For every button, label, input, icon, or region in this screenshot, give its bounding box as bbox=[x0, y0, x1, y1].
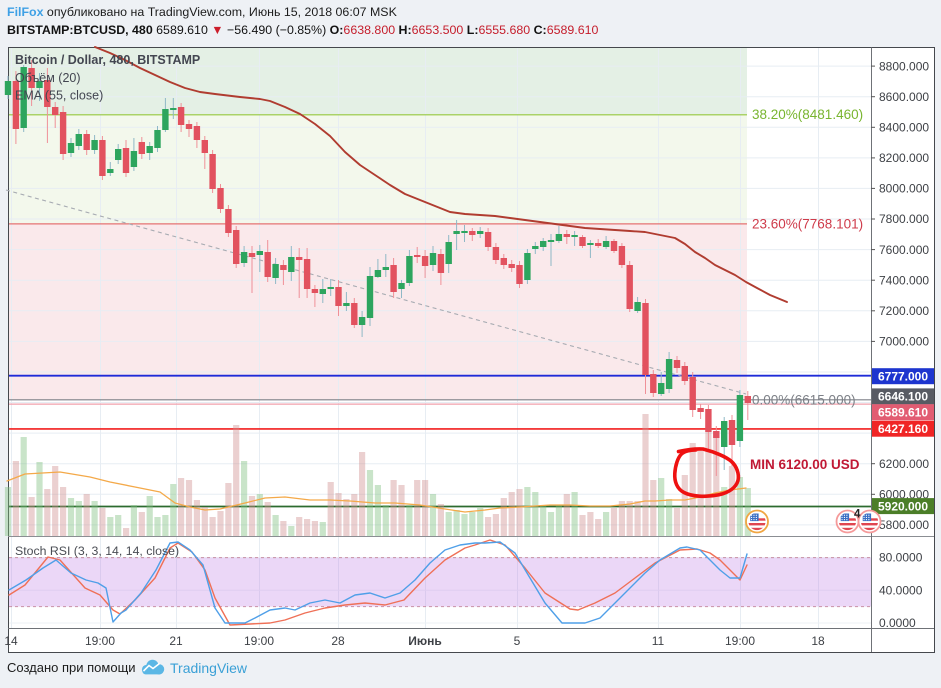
svg-text:Создано при помощи: Создано при помощи bbox=[7, 660, 136, 675]
svg-text:8800.000: 8800.000 bbox=[879, 59, 929, 73]
svg-text:38.20%(8481.460): 38.20%(8481.460) bbox=[752, 107, 863, 122]
svg-text:18: 18 bbox=[811, 634, 825, 648]
svg-text:8200.000: 8200.000 bbox=[879, 151, 929, 165]
svg-text:7200.000: 7200.000 bbox=[879, 304, 929, 318]
svg-text:19:00: 19:00 bbox=[725, 634, 755, 648]
svg-text:6646.100: 6646.100 bbox=[878, 390, 928, 404]
svg-text:7000.000: 7000.000 bbox=[879, 335, 929, 349]
svg-text:6589.610: 6589.610 bbox=[878, 405, 928, 419]
svg-text:23.60%(7768.101): 23.60%(7768.101) bbox=[752, 217, 863, 232]
svg-text:5: 5 bbox=[514, 634, 521, 648]
svg-text:19:00: 19:00 bbox=[85, 634, 115, 648]
svg-text:BITSTAMP:BTCUSD, 480 6589.610: BITSTAMP:BTCUSD, 480 6589.610 ▼ −56.490 … bbox=[7, 23, 598, 37]
svg-text:7600.000: 7600.000 bbox=[879, 243, 929, 257]
svg-text:0.00%(6615.000): 0.00%(6615.000) bbox=[752, 393, 856, 408]
svg-text:8600.000: 8600.000 bbox=[879, 90, 929, 104]
svg-text:6777.000: 6777.000 bbox=[878, 369, 928, 383]
svg-text:80.0000: 80.0000 bbox=[879, 551, 923, 565]
svg-text:5920.000: 5920.000 bbox=[878, 499, 928, 513]
svg-text:8000.000: 8000.000 bbox=[879, 182, 929, 196]
svg-text:Июнь: Июнь bbox=[408, 634, 442, 648]
svg-text:21: 21 bbox=[169, 634, 183, 648]
svg-text:EMA (55, close): EMA (55, close) bbox=[15, 89, 103, 103]
svg-text:5800.000: 5800.000 bbox=[879, 518, 929, 532]
svg-text:MIN 6120.00 USD: MIN 6120.00 USD bbox=[750, 457, 860, 472]
svg-text:Объём (20): Объём (20) bbox=[15, 71, 81, 85]
svg-text:7800.000: 7800.000 bbox=[879, 212, 929, 226]
svg-text:14: 14 bbox=[4, 634, 18, 648]
svg-text:19:00: 19:00 bbox=[244, 634, 274, 648]
svg-text:FilFox опубликовано на Trading: FilFox опубликовано на TradingView.com, … bbox=[7, 5, 398, 19]
svg-text:28: 28 bbox=[331, 634, 345, 648]
svg-text:40.0000: 40.0000 bbox=[879, 583, 923, 597]
svg-text:11: 11 bbox=[652, 634, 665, 648]
svg-text:6200.000: 6200.000 bbox=[879, 457, 929, 471]
svg-text:6000.000: 6000.000 bbox=[879, 488, 929, 502]
svg-text:8400.000: 8400.000 bbox=[879, 121, 929, 135]
svg-text:0.0000: 0.0000 bbox=[879, 616, 916, 630]
svg-text:4: 4 bbox=[854, 509, 861, 521]
svg-text:7400.000: 7400.000 bbox=[879, 273, 929, 287]
svg-text:6427.160: 6427.160 bbox=[878, 422, 928, 436]
svg-text:TradingView: TradingView bbox=[170, 660, 248, 676]
svg-text:Stoch RSI (3, 3, 14, 14, close: Stoch RSI (3, 3, 14, 14, close) bbox=[15, 544, 179, 558]
svg-text:Bitcoin / Dollar, 480, BITSTAM: Bitcoin / Dollar, 480, BITSTAMP bbox=[15, 53, 200, 67]
